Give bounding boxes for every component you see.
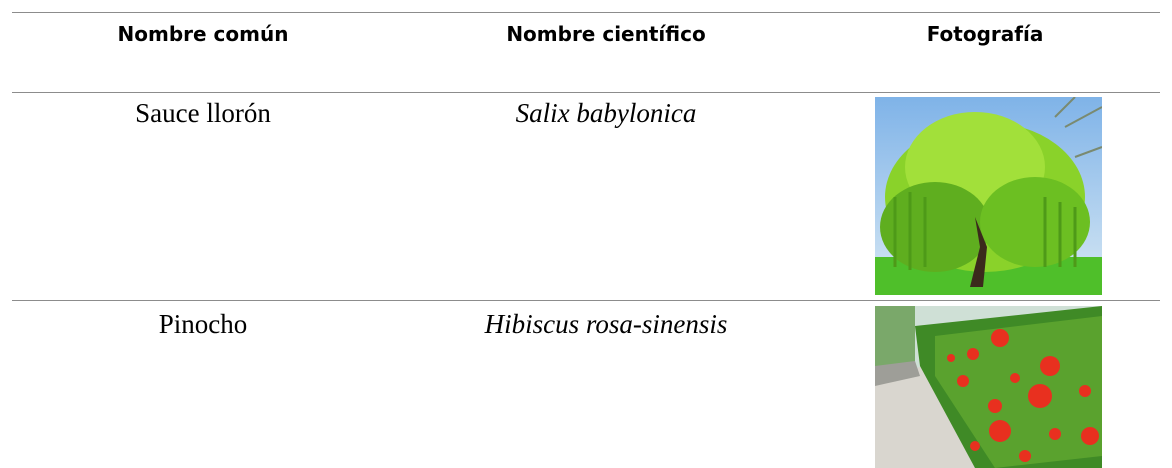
scientific-name: Hibiscus rosa-sinensis [484,309,728,339]
header-cell: Nombre científico [506,22,706,46]
common-name: Pinocho [158,309,248,339]
scientific-name: Salix babylonica [515,98,697,128]
row-rule [12,300,1160,301]
header-cell: Fotografía [926,22,1044,46]
table-top-rule [12,12,1160,13]
willow-photo [875,97,1102,295]
header-cell: Nombre común [117,22,289,46]
common-name: Sauce llorón [135,98,271,128]
hibiscus-photo [875,306,1102,468]
header-rule [12,92,1160,93]
